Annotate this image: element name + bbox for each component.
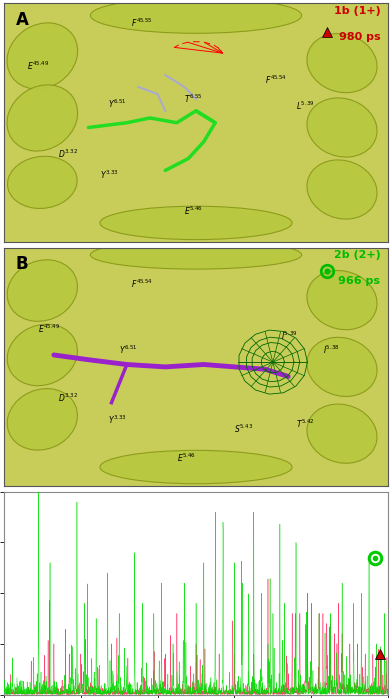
Text: $E^{45.49}$: $E^{45.49}$ [38,322,61,335]
Text: $F^{45.55}$: $F^{45.55}$ [131,16,152,29]
Ellipse shape [7,156,77,209]
Text: $E^{5.46}$: $E^{5.46}$ [185,205,203,217]
Text: $E^{45.49}$: $E^{45.49}$ [27,59,49,72]
Text: $L^{5.39}$: $L^{5.39}$ [296,100,314,112]
Text: 2b (2+): 2b (2+) [334,250,380,260]
Text: B: B [15,255,28,273]
Text: 966 ps: 966 ps [338,276,380,286]
Text: $D^{3.32}$: $D^{3.32}$ [58,392,78,404]
Ellipse shape [7,260,78,321]
Ellipse shape [307,404,377,463]
Text: $Y^{3.33}$: $Y^{3.33}$ [108,413,127,426]
Text: $S^{5.43}$: $S^{5.43}$ [234,423,254,435]
Ellipse shape [7,389,78,450]
Text: $I^{5.39}$: $I^{5.39}$ [281,329,297,342]
Text: $Y^{6.51}$: $Y^{6.51}$ [119,344,138,357]
Text: $T^{6.55}$: $T^{6.55}$ [185,93,203,105]
Ellipse shape [307,34,377,93]
Text: $Y^{6.51}$: $Y^{6.51}$ [108,98,126,110]
Ellipse shape [307,98,377,157]
Ellipse shape [7,23,78,89]
Text: $F^{45.54}$: $F^{45.54}$ [131,277,153,290]
Ellipse shape [90,241,302,269]
Ellipse shape [100,206,292,239]
Text: 980 ps: 980 ps [339,32,380,42]
Text: $F^{45.54}$: $F^{45.54}$ [265,73,287,86]
Ellipse shape [7,85,78,151]
Ellipse shape [7,324,78,386]
Text: $I^{5.38}$: $I^{5.38}$ [323,344,339,357]
Text: $D^{3.32}$: $D^{3.32}$ [58,147,78,160]
Text: $T^{5.42}$: $T^{5.42}$ [296,418,315,431]
Text: A: A [15,10,28,29]
Text: $E^{5.46}$: $E^{5.46}$ [177,452,196,463]
Ellipse shape [307,160,377,219]
Ellipse shape [100,450,292,484]
Ellipse shape [307,337,377,396]
Ellipse shape [307,271,377,329]
Text: $Y^{3.33}$: $Y^{3.33}$ [100,169,119,181]
Text: 1b (1+): 1b (1+) [334,6,380,16]
Ellipse shape [90,0,302,34]
